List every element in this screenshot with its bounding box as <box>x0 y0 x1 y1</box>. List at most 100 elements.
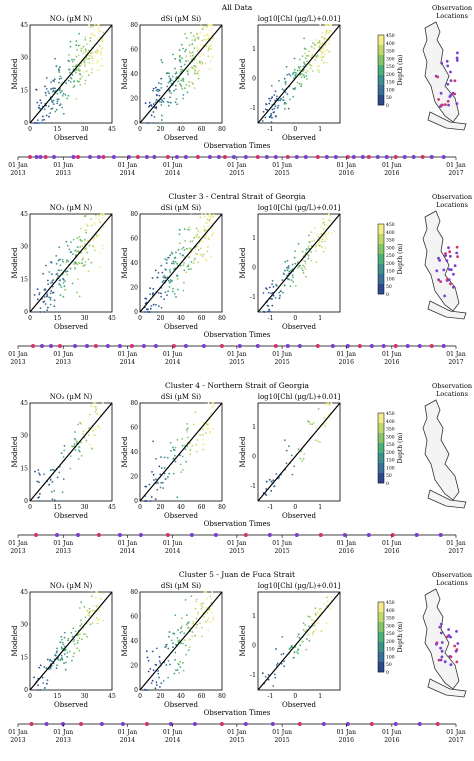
timeline-tick-year: 2016 <box>339 548 354 555</box>
timeline-tick-label: 01 Jun <box>272 162 292 169</box>
y-tick-label: 0 <box>24 498 28 505</box>
map-station <box>452 272 455 276</box>
scatter-point <box>326 61 328 64</box>
scatter-point <box>205 591 208 593</box>
scatter-point <box>187 228 190 231</box>
colorbar-segment <box>378 453 384 464</box>
scatter-point <box>168 75 171 78</box>
map-station <box>454 649 458 653</box>
scatter-point <box>57 98 60 101</box>
scatter-point <box>188 226 190 229</box>
scatter-point <box>286 269 289 272</box>
scatter-point <box>304 262 307 265</box>
scatter-point <box>197 38 200 40</box>
scatter-point <box>62 478 65 480</box>
x-tick-label: 40 <box>177 126 185 133</box>
timeline-tick-year: 2016 <box>384 359 399 366</box>
scatter-point <box>47 283 49 285</box>
scatter-point <box>90 591 93 594</box>
scatter-point <box>325 238 328 241</box>
x-tick-label: 80 <box>218 315 226 322</box>
scatter-point <box>80 422 82 425</box>
scatter-point <box>80 62 83 65</box>
y-axis-label: Modeled <box>239 625 247 656</box>
scatter-point <box>89 55 91 57</box>
map-station <box>440 103 443 107</box>
scatter-point <box>181 87 184 90</box>
timeline-dot <box>393 722 398 726</box>
scatter-point <box>196 233 199 236</box>
scatter-point <box>297 633 300 636</box>
scatter-point <box>84 63 86 66</box>
scatter-point <box>56 272 59 275</box>
scatter-point <box>36 480 38 483</box>
timeline-dot <box>40 344 44 348</box>
scatter-point <box>61 94 64 97</box>
scatter-point <box>62 295 65 298</box>
timeline-dot <box>360 155 365 159</box>
scatter-point <box>314 250 317 252</box>
colorbar-tick: 250 <box>386 64 395 70</box>
scatter-point <box>183 261 186 264</box>
scatter-point <box>149 101 151 104</box>
x-tick-label: 80 <box>218 504 226 511</box>
colorbar-tick: 250 <box>386 631 395 637</box>
scatter-point <box>81 258 84 261</box>
scatter-point <box>188 627 191 629</box>
scatter-point <box>147 659 150 662</box>
scatter-point <box>326 49 329 51</box>
x-tick-label: 45 <box>108 693 116 700</box>
scatter-point <box>89 52 92 55</box>
scatter-point <box>178 228 181 231</box>
scatter-point <box>320 630 323 632</box>
scatter-point <box>267 678 270 681</box>
scatter-point <box>188 51 191 53</box>
timeline-dot <box>105 344 110 348</box>
scatter-point <box>170 280 172 283</box>
colorbar-tick: 150 <box>386 80 395 86</box>
scatter-point <box>44 303 47 305</box>
scatter-point <box>212 616 214 619</box>
scatter-point <box>262 110 265 113</box>
scatter-point <box>168 472 171 475</box>
scatter-point <box>207 402 210 404</box>
scatter-point <box>327 231 330 234</box>
scatter-point <box>42 301 45 303</box>
colorbar-tick: 50 <box>386 95 392 101</box>
scatter-point <box>285 65 288 68</box>
scatter-point <box>175 251 177 254</box>
map-station <box>444 254 447 257</box>
scatter-point <box>304 52 306 55</box>
scatter-point <box>177 288 179 291</box>
scatter-point <box>61 658 64 661</box>
scatter-point <box>284 91 287 94</box>
scatter-point <box>61 657 63 659</box>
scatter-point <box>78 295 81 298</box>
scatter-point <box>191 51 194 54</box>
scatter-point <box>96 412 99 414</box>
scatter-point <box>179 61 182 63</box>
y-tick-label: 1 <box>252 424 256 431</box>
map-station <box>449 663 453 667</box>
x-tick-label: 1 <box>318 693 322 700</box>
scatter-point <box>72 640 75 643</box>
scatter-point <box>78 32 81 35</box>
timeline-tick-label: 01 Jan <box>446 351 466 358</box>
timeline-tick-label: 01 Jun <box>163 540 183 547</box>
colorbar-segment <box>378 463 384 474</box>
scatter-point <box>87 258 90 261</box>
scatter-point <box>99 30 102 33</box>
scatter-point <box>300 76 303 78</box>
scatter-point <box>72 238 75 241</box>
scatter-point <box>154 663 157 666</box>
scatter-point <box>53 499 56 502</box>
timeline-tick-label: 01 Jun <box>272 351 292 358</box>
scatter-point <box>153 479 155 481</box>
scatter-point <box>317 440 319 443</box>
scatter-point <box>167 476 169 478</box>
scatter-point <box>189 453 192 456</box>
scatter-point <box>84 229 87 232</box>
scatter-point <box>306 638 308 640</box>
scatter-point <box>159 686 161 688</box>
scatter-point <box>84 248 87 251</box>
